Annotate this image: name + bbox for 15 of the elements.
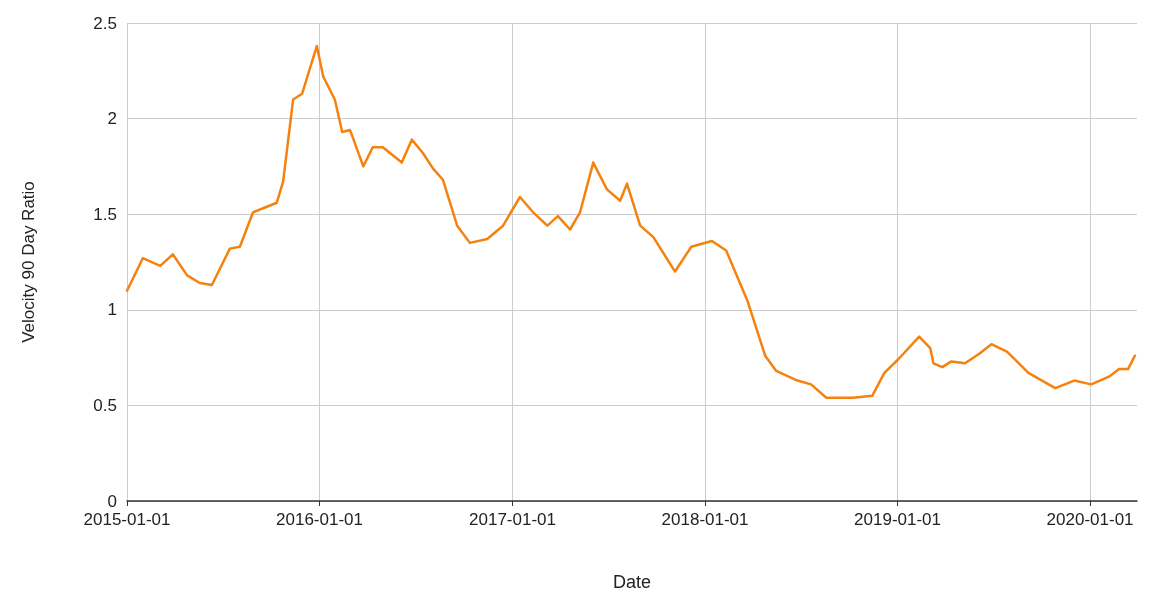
y-tick-label: 2.5 [93, 13, 117, 33]
y-tick-label: 2 [107, 109, 117, 129]
x-tick-label: 2016-01-01 [276, 510, 363, 529]
x-tick-label: 2018-01-01 [661, 510, 749, 529]
x-axis-title: Date [612, 572, 652, 592]
x-tick-label: 2017-01-01 [469, 510, 557, 529]
line-series [125, 44, 1137, 399]
y-axis-title: Velocity 90 Day Ratio [19, 181, 38, 343]
x-tick-label: 2020-01-01 [1046, 510, 1134, 529]
x-tick-label: 2019-01-01 [854, 510, 942, 529]
y-tick-label: 0 [107, 491, 117, 511]
y-tick-label: 1.5 [93, 204, 117, 224]
y-tick-label: 0.5 [93, 395, 117, 415]
y-tick-label: 1 [107, 300, 117, 320]
x-tick-label: 2015-01-01 [83, 510, 171, 529]
